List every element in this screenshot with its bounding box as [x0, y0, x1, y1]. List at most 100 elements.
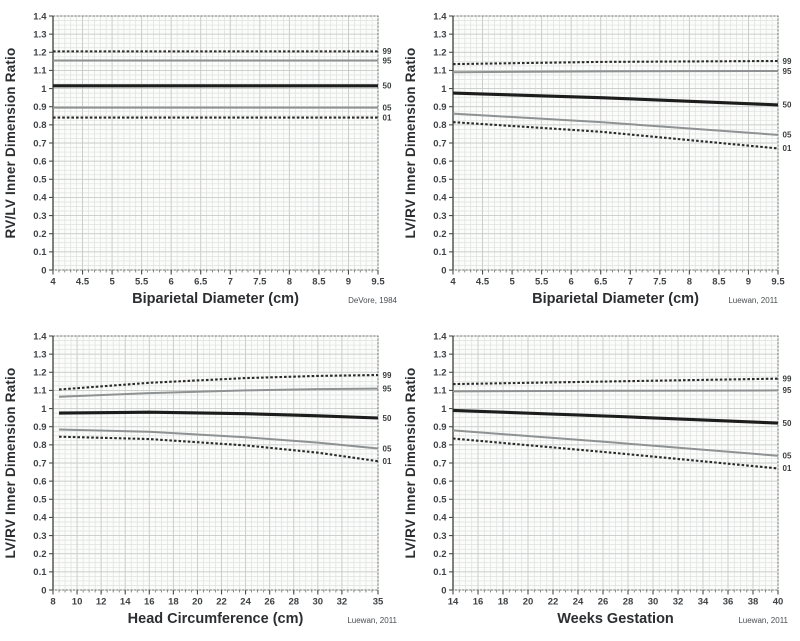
- y-tick-label: 0.5: [33, 495, 47, 506]
- percentile-label-99: 99: [383, 371, 392, 380]
- x-tick-label: 6.5: [594, 277, 608, 288]
- y-tick-label: 0.1: [433, 247, 447, 258]
- percentile-label-01: 01: [383, 457, 392, 466]
- x-tick-label: 16: [144, 597, 155, 608]
- attribution: Luewan, 2011: [738, 616, 788, 625]
- y-tick-label: 0.4: [33, 513, 47, 524]
- series-line-95: [58, 387, 379, 398]
- y-tick-label: 0.8: [33, 440, 46, 451]
- x-tick-label: 18: [498, 597, 509, 608]
- y-tick-label: 1: [41, 404, 47, 415]
- series-line-50: [452, 91, 779, 107]
- y-tick-label: 0: [41, 585, 46, 596]
- x-tick-label: 32: [673, 597, 684, 608]
- chart-lv-rv-vs-head-circumference: 8 10 12 14 16 18 20 22 24 26 28 30 32 35 0 0.1 0.2 0.3 0.4…: [0, 320, 400, 641]
- y-axis-label: LV/RV Inner Dimension Ratio: [403, 368, 418, 559]
- y-tick-label: 0.5: [33, 175, 47, 186]
- y-tick-label: 0.2: [33, 549, 46, 560]
- chart-lv-rv-vs-weeks-gestation: 14 16 18 20 22 24 26 28 30 32 34 36 38 40 0 0.1 0.2 0.3 0.…: [400, 320, 800, 641]
- y-tick-label: 1.3: [433, 29, 446, 40]
- y-tick-label: 0.9: [433, 422, 446, 433]
- x-axis-title: Biparietal Diameter (cm): [532, 291, 699, 307]
- x-tick-label: 28: [288, 597, 299, 608]
- series-line-05: [58, 428, 379, 450]
- y-tick-label: 0.6: [433, 476, 446, 487]
- attribution: Luewan, 2011: [728, 296, 778, 305]
- percentile-label-99: 99: [783, 374, 792, 383]
- x-tick-label: 14: [120, 597, 131, 608]
- x-axis-title: Head Circumference (cm): [128, 611, 304, 627]
- x-tick-label: 24: [240, 597, 251, 608]
- x-tick-label: 12: [96, 597, 107, 608]
- x-tick-label: 8: [687, 277, 692, 288]
- x-tick-label: 8: [287, 277, 292, 288]
- y-tick-label: 1.4: [433, 331, 447, 342]
- y-tick-label: 1: [441, 404, 447, 415]
- y-axis-label: LV/RV Inner Dimension Ratio: [3, 368, 18, 559]
- y-axis-label: RV/LV Inner Dimension Ratio: [3, 48, 18, 239]
- y-tick-label: 1.3: [33, 29, 46, 40]
- percentile-label-99: 99: [783, 57, 792, 66]
- y-tick-label: 1.1: [433, 66, 447, 77]
- x-tick-label: 32: [337, 597, 348, 608]
- y-tick-label: 0: [41, 265, 46, 276]
- percentile-label-50: 50: [783, 419, 792, 428]
- x-tick-label: 8: [50, 597, 55, 608]
- x-tick-label: 4.5: [76, 277, 90, 288]
- percentile-label-50: 50: [383, 82, 392, 91]
- y-tick-label: 0.9: [33, 422, 46, 433]
- x-tick-label: 40: [773, 597, 784, 608]
- y-tick-label: 1.2: [433, 48, 446, 59]
- chart-canvas-top-left: 4 4.5 5 5.5 6 6.5 7 7.5 8 8.5 9 9.5 0 0.1 0.2 0.3 0.4 0.5…: [3, 11, 398, 307]
- y-tick-label: 0.9: [33, 102, 46, 113]
- series-line-99: [452, 59, 779, 66]
- chart-canvas-bottom-left: 8 10 12 14 16 18 20 22 24 26 28 30 32 35 0 0.1 0.2 0.3 0.4…: [3, 331, 398, 627]
- y-tick-label: 1.1: [433, 386, 447, 397]
- x-tick-label: 7.5: [253, 277, 267, 288]
- percentile-label-05: 05: [383, 103, 392, 112]
- percentile-label-95: 95: [383, 384, 392, 393]
- y-tick-label: 1: [41, 84, 47, 95]
- x-tick-label: 30: [648, 597, 659, 608]
- series-line-50: [452, 408, 779, 425]
- x-tick-label: 5: [509, 277, 515, 288]
- x-tick-label: 8.5: [312, 277, 326, 288]
- percentile-label-95: 95: [383, 56, 392, 65]
- x-tick-label: 22: [548, 597, 559, 608]
- y-tick-label: 0.7: [33, 458, 46, 469]
- y-tick-label: 0: [441, 265, 446, 276]
- x-axis-title: Weeks Gestation: [557, 611, 674, 627]
- y-tick-label: 0.2: [433, 549, 446, 560]
- x-tick-label: 6: [569, 277, 574, 288]
- x-tick-label: 35: [373, 597, 384, 608]
- percentile-label-50: 50: [783, 101, 792, 110]
- y-tick-label: 0.3: [33, 531, 46, 542]
- x-tick-label: 8.5: [712, 277, 726, 288]
- y-tick-label: 0.5: [433, 175, 447, 186]
- y-tick-label: 0.2: [433, 229, 446, 240]
- y-tick-label: 0.3: [433, 531, 446, 542]
- percentile-label-05: 05: [783, 131, 792, 140]
- series-line-50: [59, 410, 379, 420]
- percentile-label-01: 01: [783, 464, 792, 473]
- y-tick-label: 1.4: [433, 11, 447, 22]
- chart-canvas-bottom-right: 14 16 18 20 22 24 26 28 30 32 34 36 38 40 0 0.1 0.2 0.3 0.…: [403, 331, 792, 627]
- x-tick-label: 36: [723, 597, 734, 608]
- x-tick-label: 20: [523, 597, 534, 608]
- y-tick-label: 1.4: [33, 331, 47, 342]
- y-tick-label: 0.5: [433, 495, 447, 506]
- x-tick-label: 7: [228, 277, 233, 288]
- y-tick-label: 1.1: [33, 66, 47, 77]
- series-line-05: [452, 429, 779, 457]
- y-tick-label: 1.4: [33, 11, 47, 22]
- attribution: Luewan, 2011: [347, 616, 397, 625]
- x-tick-label: 4: [50, 277, 56, 288]
- series-line-95: [452, 389, 779, 393]
- x-tick-label: 24: [573, 597, 584, 608]
- x-tick-label: 7: [628, 277, 633, 288]
- x-tick-label: 30: [313, 597, 324, 608]
- y-tick-label: 0.1: [33, 567, 47, 578]
- series-line-01: [452, 121, 779, 150]
- x-tick-label: 5: [109, 277, 115, 288]
